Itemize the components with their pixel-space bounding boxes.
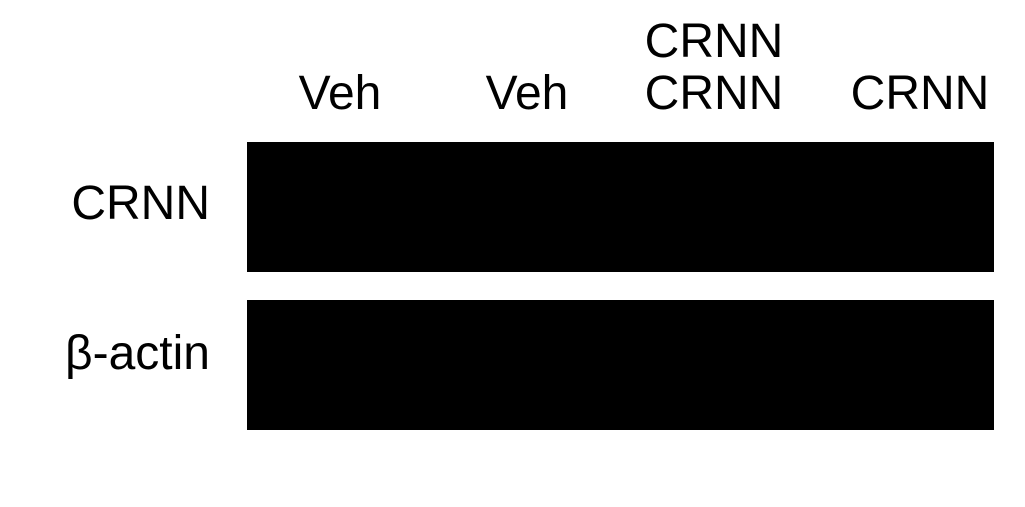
row-label-beta-actin: β-actin <box>0 330 210 378</box>
row-label-crnn: CRNN <box>0 180 210 228</box>
lane-3-label-top: CRNN <box>584 18 844 66</box>
lane-4-label: CRNN <box>790 70 1025 118</box>
western-blot-figure: CRNN Veh Veh CRNN CRNN CRNN β-actin <box>0 0 1025 507</box>
blot-band-crnn <box>247 142 994 272</box>
blot-band-beta-actin <box>247 300 994 430</box>
